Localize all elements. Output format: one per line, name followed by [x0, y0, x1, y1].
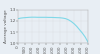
Y-axis label: Average voltage: Average voltage: [4, 10, 8, 43]
